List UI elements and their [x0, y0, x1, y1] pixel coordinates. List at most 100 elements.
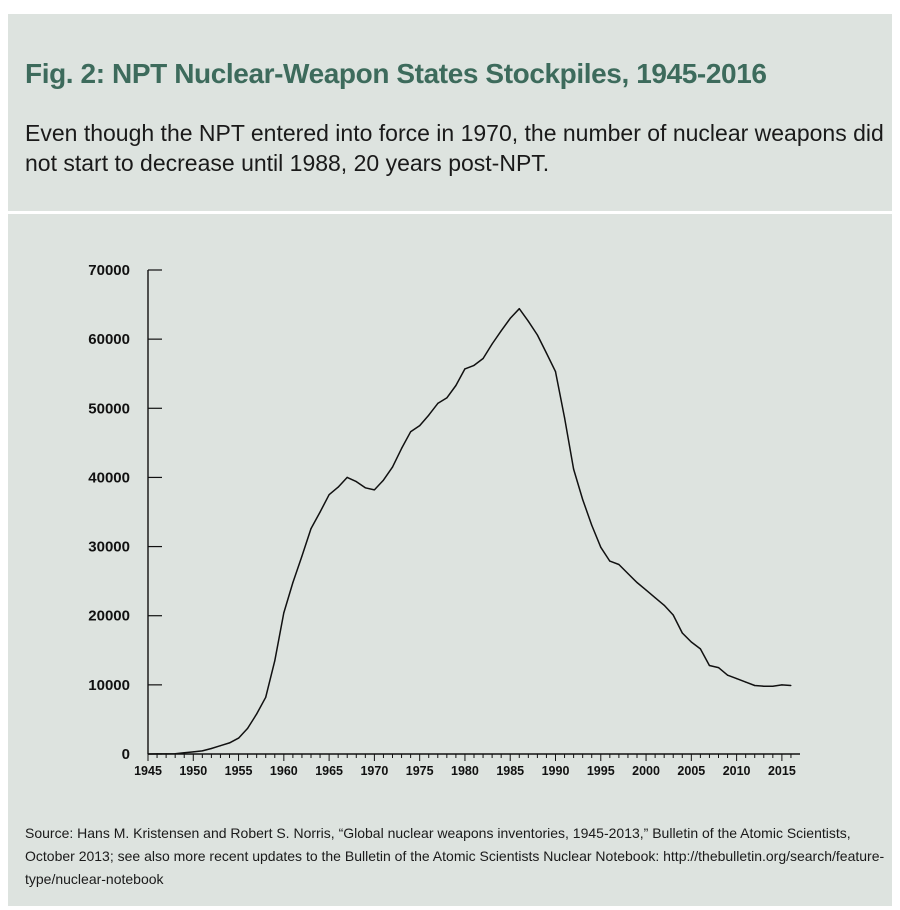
data-point	[446, 397, 448, 399]
x-tick-label: 1985	[496, 764, 524, 778]
data-point	[210, 747, 212, 750]
y-tick-label: 70000	[88, 262, 130, 279]
data-point	[636, 581, 638, 584]
data-point	[464, 368, 466, 370]
data-point	[681, 632, 683, 634]
data-point	[627, 572, 629, 575]
data-point	[618, 563, 620, 566]
y-tick-label: 0	[122, 746, 130, 763]
data-point	[509, 317, 511, 319]
x-tick-label: 1945	[134, 764, 162, 778]
x-tick-label: 1960	[270, 764, 298, 778]
data-point	[482, 357, 484, 360]
data-point	[736, 678, 738, 680]
data-point	[790, 684, 792, 687]
data-point	[437, 402, 439, 404]
y-tick-label: 10000	[88, 677, 130, 694]
data-point	[564, 417, 566, 419]
data-point	[518, 308, 520, 310]
x-tick-label: 1970	[360, 764, 388, 778]
data-point	[256, 713, 258, 715]
data-point	[663, 604, 665, 606]
data-point	[391, 466, 394, 468]
data-point	[337, 486, 339, 488]
data-point	[754, 684, 756, 687]
data-point	[319, 511, 321, 513]
data-point	[763, 685, 765, 687]
data-point	[373, 489, 375, 491]
figure-title: Fig. 2: NPT Nuclear-Weapon States Stockp…	[25, 58, 767, 89]
data-point	[156, 753, 158, 755]
x-tick-label: 2005	[677, 764, 705, 778]
y-tick-label: 50000	[88, 400, 130, 417]
data-point	[699, 648, 702, 650]
y-tick-label: 30000	[88, 539, 130, 556]
data-point	[183, 752, 185, 754]
figure-subtitle: Even though the NPT entered into force i…	[25, 120, 884, 176]
data-point	[727, 674, 729, 676]
y-tick-label: 60000	[88, 331, 130, 348]
data-point	[355, 481, 357, 483]
x-tick-label: 1950	[179, 764, 207, 778]
data-point	[591, 524, 593, 526]
data-point	[382, 479, 384, 481]
data-point	[283, 612, 285, 614]
data-point	[292, 581, 294, 584]
header-divider	[8, 211, 892, 214]
data-point	[328, 494, 330, 496]
data-point	[174, 753, 176, 755]
data-point	[772, 685, 774, 687]
data-point	[346, 476, 348, 478]
data-point	[491, 343, 493, 345]
data-point	[473, 364, 475, 366]
x-tick-label: 2000	[632, 764, 660, 778]
data-point	[717, 667, 720, 669]
data-point	[708, 664, 711, 667]
data-point	[238, 737, 240, 739]
stockpile-series-line	[147, 307, 791, 755]
data-point	[527, 320, 529, 322]
data-point	[600, 546, 602, 548]
y-tick-label: 40000	[88, 469, 130, 486]
data-point	[419, 425, 421, 427]
data-point	[745, 681, 747, 683]
data-point	[645, 589, 647, 591]
data-point	[536, 334, 539, 336]
x-tick-label: 1990	[542, 764, 570, 778]
data-point	[310, 528, 312, 530]
data-point	[201, 750, 203, 752]
figure-panel: Fig. 2: NPT Nuclear-Weapon States Stockp…	[8, 14, 892, 906]
data-point	[573, 468, 575, 470]
data-point	[690, 641, 692, 643]
data-point	[428, 414, 430, 416]
data-point	[147, 753, 149, 755]
data-point	[192, 751, 194, 753]
x-tick-label: 1980	[451, 764, 479, 778]
data-point	[364, 487, 366, 489]
y-tick-label: 20000	[88, 608, 130, 625]
data-point	[781, 684, 783, 686]
x-tick-label: 1995	[587, 764, 615, 778]
data-point	[301, 555, 303, 557]
data-point	[228, 742, 231, 744]
data-point	[265, 696, 267, 698]
data-point	[500, 330, 502, 332]
data-point	[654, 597, 656, 599]
data-point	[455, 384, 457, 387]
stockpile-line-chart: 0 10000 20000 30000 40000 50000 60000 70000 1945…	[88, 262, 800, 778]
data-point	[247, 727, 249, 730]
data-point	[609, 560, 611, 562]
x-tick-label: 1975	[406, 764, 434, 778]
data-point	[165, 753, 167, 755]
data-point	[554, 371, 557, 373]
data-point	[401, 447, 403, 449]
data-point	[219, 745, 221, 747]
x-tick-label: 1955	[225, 764, 253, 778]
data-point	[545, 352, 548, 354]
data-point	[410, 431, 412, 433]
x-tick-label: 1965	[315, 764, 343, 778]
x-tick-label: 2015	[768, 764, 796, 778]
data-point	[672, 614, 674, 616]
data-point	[274, 660, 276, 662]
x-tick-label: 2010	[723, 764, 751, 778]
